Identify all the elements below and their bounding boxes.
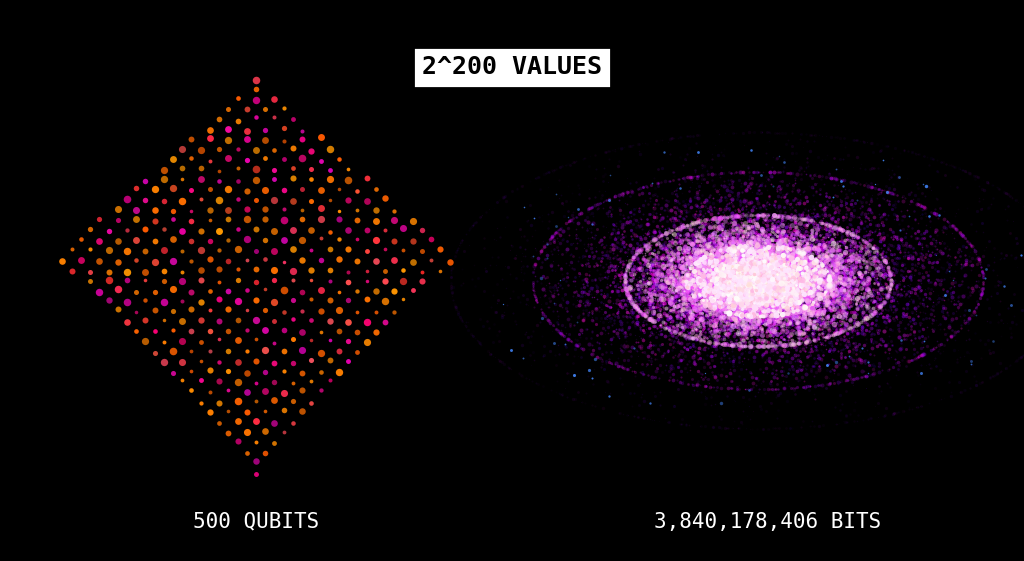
Text: 3,840,178,406 BITS: 3,840,178,406 BITS xyxy=(654,512,882,532)
Text: 2^200 VALUES: 2^200 VALUES xyxy=(422,56,602,79)
Text: 500 QUBITS: 500 QUBITS xyxy=(193,512,319,532)
